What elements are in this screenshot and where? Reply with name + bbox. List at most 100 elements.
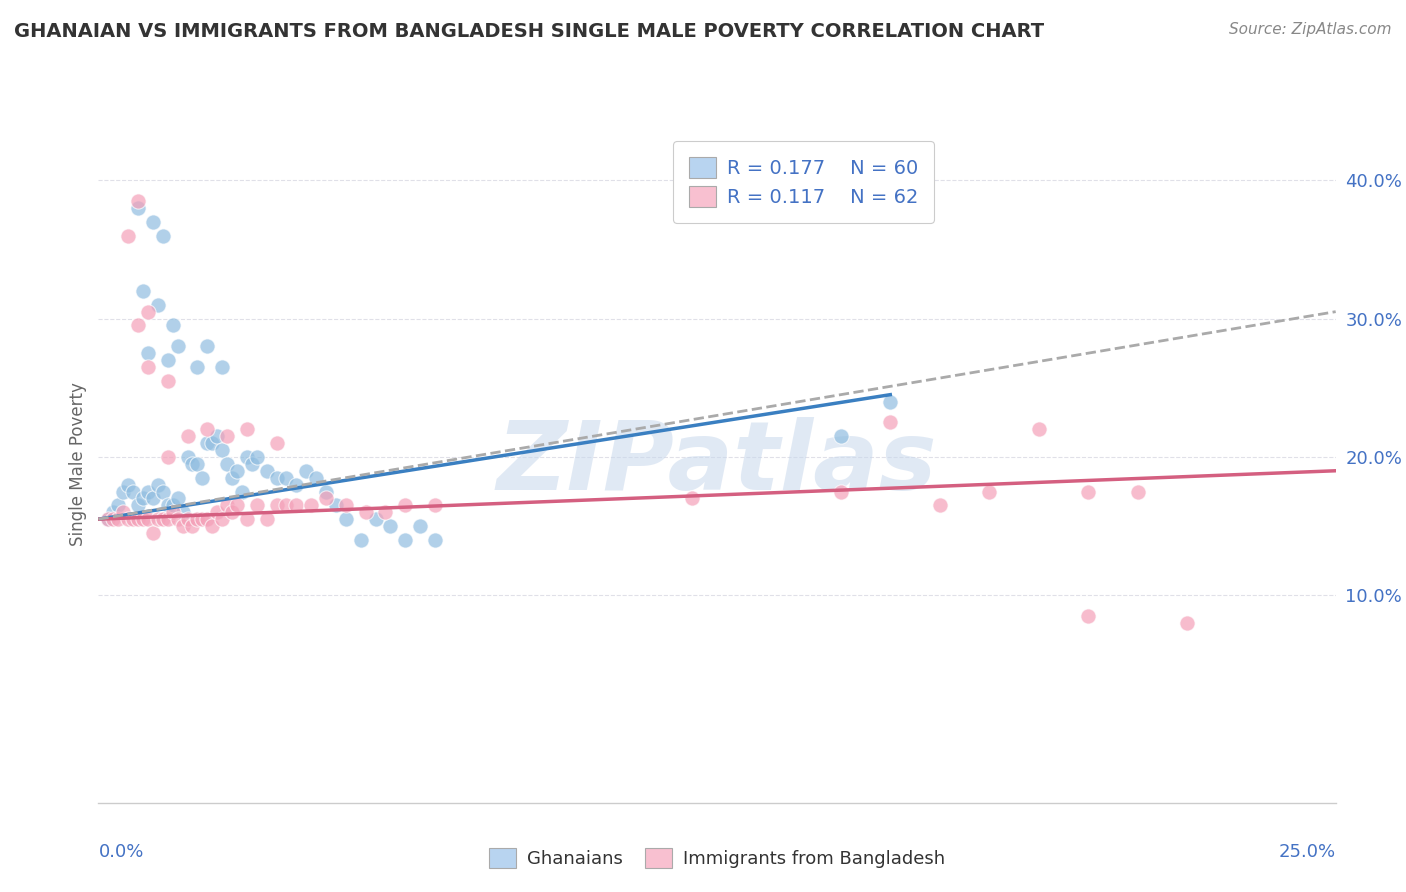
Point [176, 512, 198, 526]
Point [335, 499, 357, 513]
Point [928, 499, 950, 513]
Point [176, 450, 198, 464]
Text: 25.0%: 25.0% [1278, 844, 1336, 862]
Point [136, 304, 159, 318]
Point [305, 471, 328, 485]
Point [117, 512, 139, 526]
Point [156, 450, 179, 464]
Point [166, 339, 188, 353]
Point [256, 464, 278, 478]
Point [127, 499, 149, 513]
Point [152, 484, 174, 499]
Point [423, 533, 446, 547]
Point [211, 512, 233, 526]
Point [127, 194, 149, 208]
Point [221, 471, 243, 485]
Point [240, 457, 263, 471]
Point [276, 499, 298, 513]
Y-axis label: Single Male Poverty: Single Male Poverty [69, 382, 87, 546]
Text: ZIPatlas: ZIPatlas [496, 417, 938, 510]
Point [166, 512, 188, 526]
Point [166, 491, 188, 506]
Point [136, 484, 159, 499]
Point [132, 491, 155, 506]
Point [830, 484, 852, 499]
Point [186, 512, 208, 526]
Point [231, 484, 253, 499]
Point [354, 505, 377, 519]
Point [217, 457, 239, 471]
Point [217, 429, 239, 443]
Point [315, 484, 337, 499]
Point [162, 499, 184, 513]
Point [201, 436, 224, 450]
Point [136, 346, 159, 360]
Point [156, 353, 179, 368]
Point [364, 512, 387, 526]
Point [205, 429, 228, 443]
Point [142, 491, 165, 506]
Point [97, 512, 120, 526]
Point [325, 499, 347, 513]
Point [195, 422, 218, 436]
Point [97, 512, 120, 526]
Point [156, 499, 179, 513]
Point [350, 533, 373, 547]
Point [236, 450, 259, 464]
Point [136, 359, 159, 374]
Point [221, 505, 243, 519]
Point [195, 339, 218, 353]
Point [374, 505, 396, 519]
Point [112, 505, 135, 519]
Point [191, 512, 214, 526]
Point [226, 499, 249, 513]
Point [205, 505, 228, 519]
Point [1077, 484, 1099, 499]
Legend: Ghanaians, Immigrants from Bangladesh: Ghanaians, Immigrants from Bangladesh [482, 841, 952, 875]
Point [103, 512, 125, 526]
Point [681, 491, 703, 506]
Point [246, 499, 269, 513]
Point [136, 512, 159, 526]
Point [142, 526, 165, 541]
Point [186, 457, 208, 471]
Point [195, 436, 218, 450]
Text: GHANAIAN VS IMMIGRANTS FROM BANGLADESH SINGLE MALE POVERTY CORRELATION CHART: GHANAIAN VS IMMIGRANTS FROM BANGLADESH S… [14, 22, 1045, 41]
Point [236, 512, 259, 526]
Point [172, 505, 194, 519]
Point [256, 512, 278, 526]
Point [266, 499, 288, 513]
Point [146, 298, 169, 312]
Point [117, 228, 139, 243]
Point [879, 394, 901, 409]
Point [299, 499, 322, 513]
Point [127, 201, 149, 215]
Point [152, 512, 174, 526]
Point [152, 228, 174, 243]
Point [122, 484, 145, 499]
Point [107, 499, 129, 513]
Point [156, 374, 179, 388]
Point [162, 505, 184, 519]
Point [146, 477, 169, 491]
Point [979, 484, 1001, 499]
Point [103, 505, 125, 519]
Point [380, 519, 402, 533]
Point [315, 491, 337, 506]
Point [217, 499, 239, 513]
Point [186, 359, 208, 374]
Point [122, 512, 145, 526]
Point [107, 512, 129, 526]
Point [285, 477, 308, 491]
Point [246, 450, 269, 464]
Point [132, 284, 155, 298]
Point [156, 512, 179, 526]
Point [236, 422, 259, 436]
Point [117, 477, 139, 491]
Point [195, 512, 218, 526]
Point [1028, 422, 1050, 436]
Point [285, 499, 308, 513]
Point [127, 512, 149, 526]
Point [127, 318, 149, 333]
Text: 0.0%: 0.0% [98, 844, 143, 862]
